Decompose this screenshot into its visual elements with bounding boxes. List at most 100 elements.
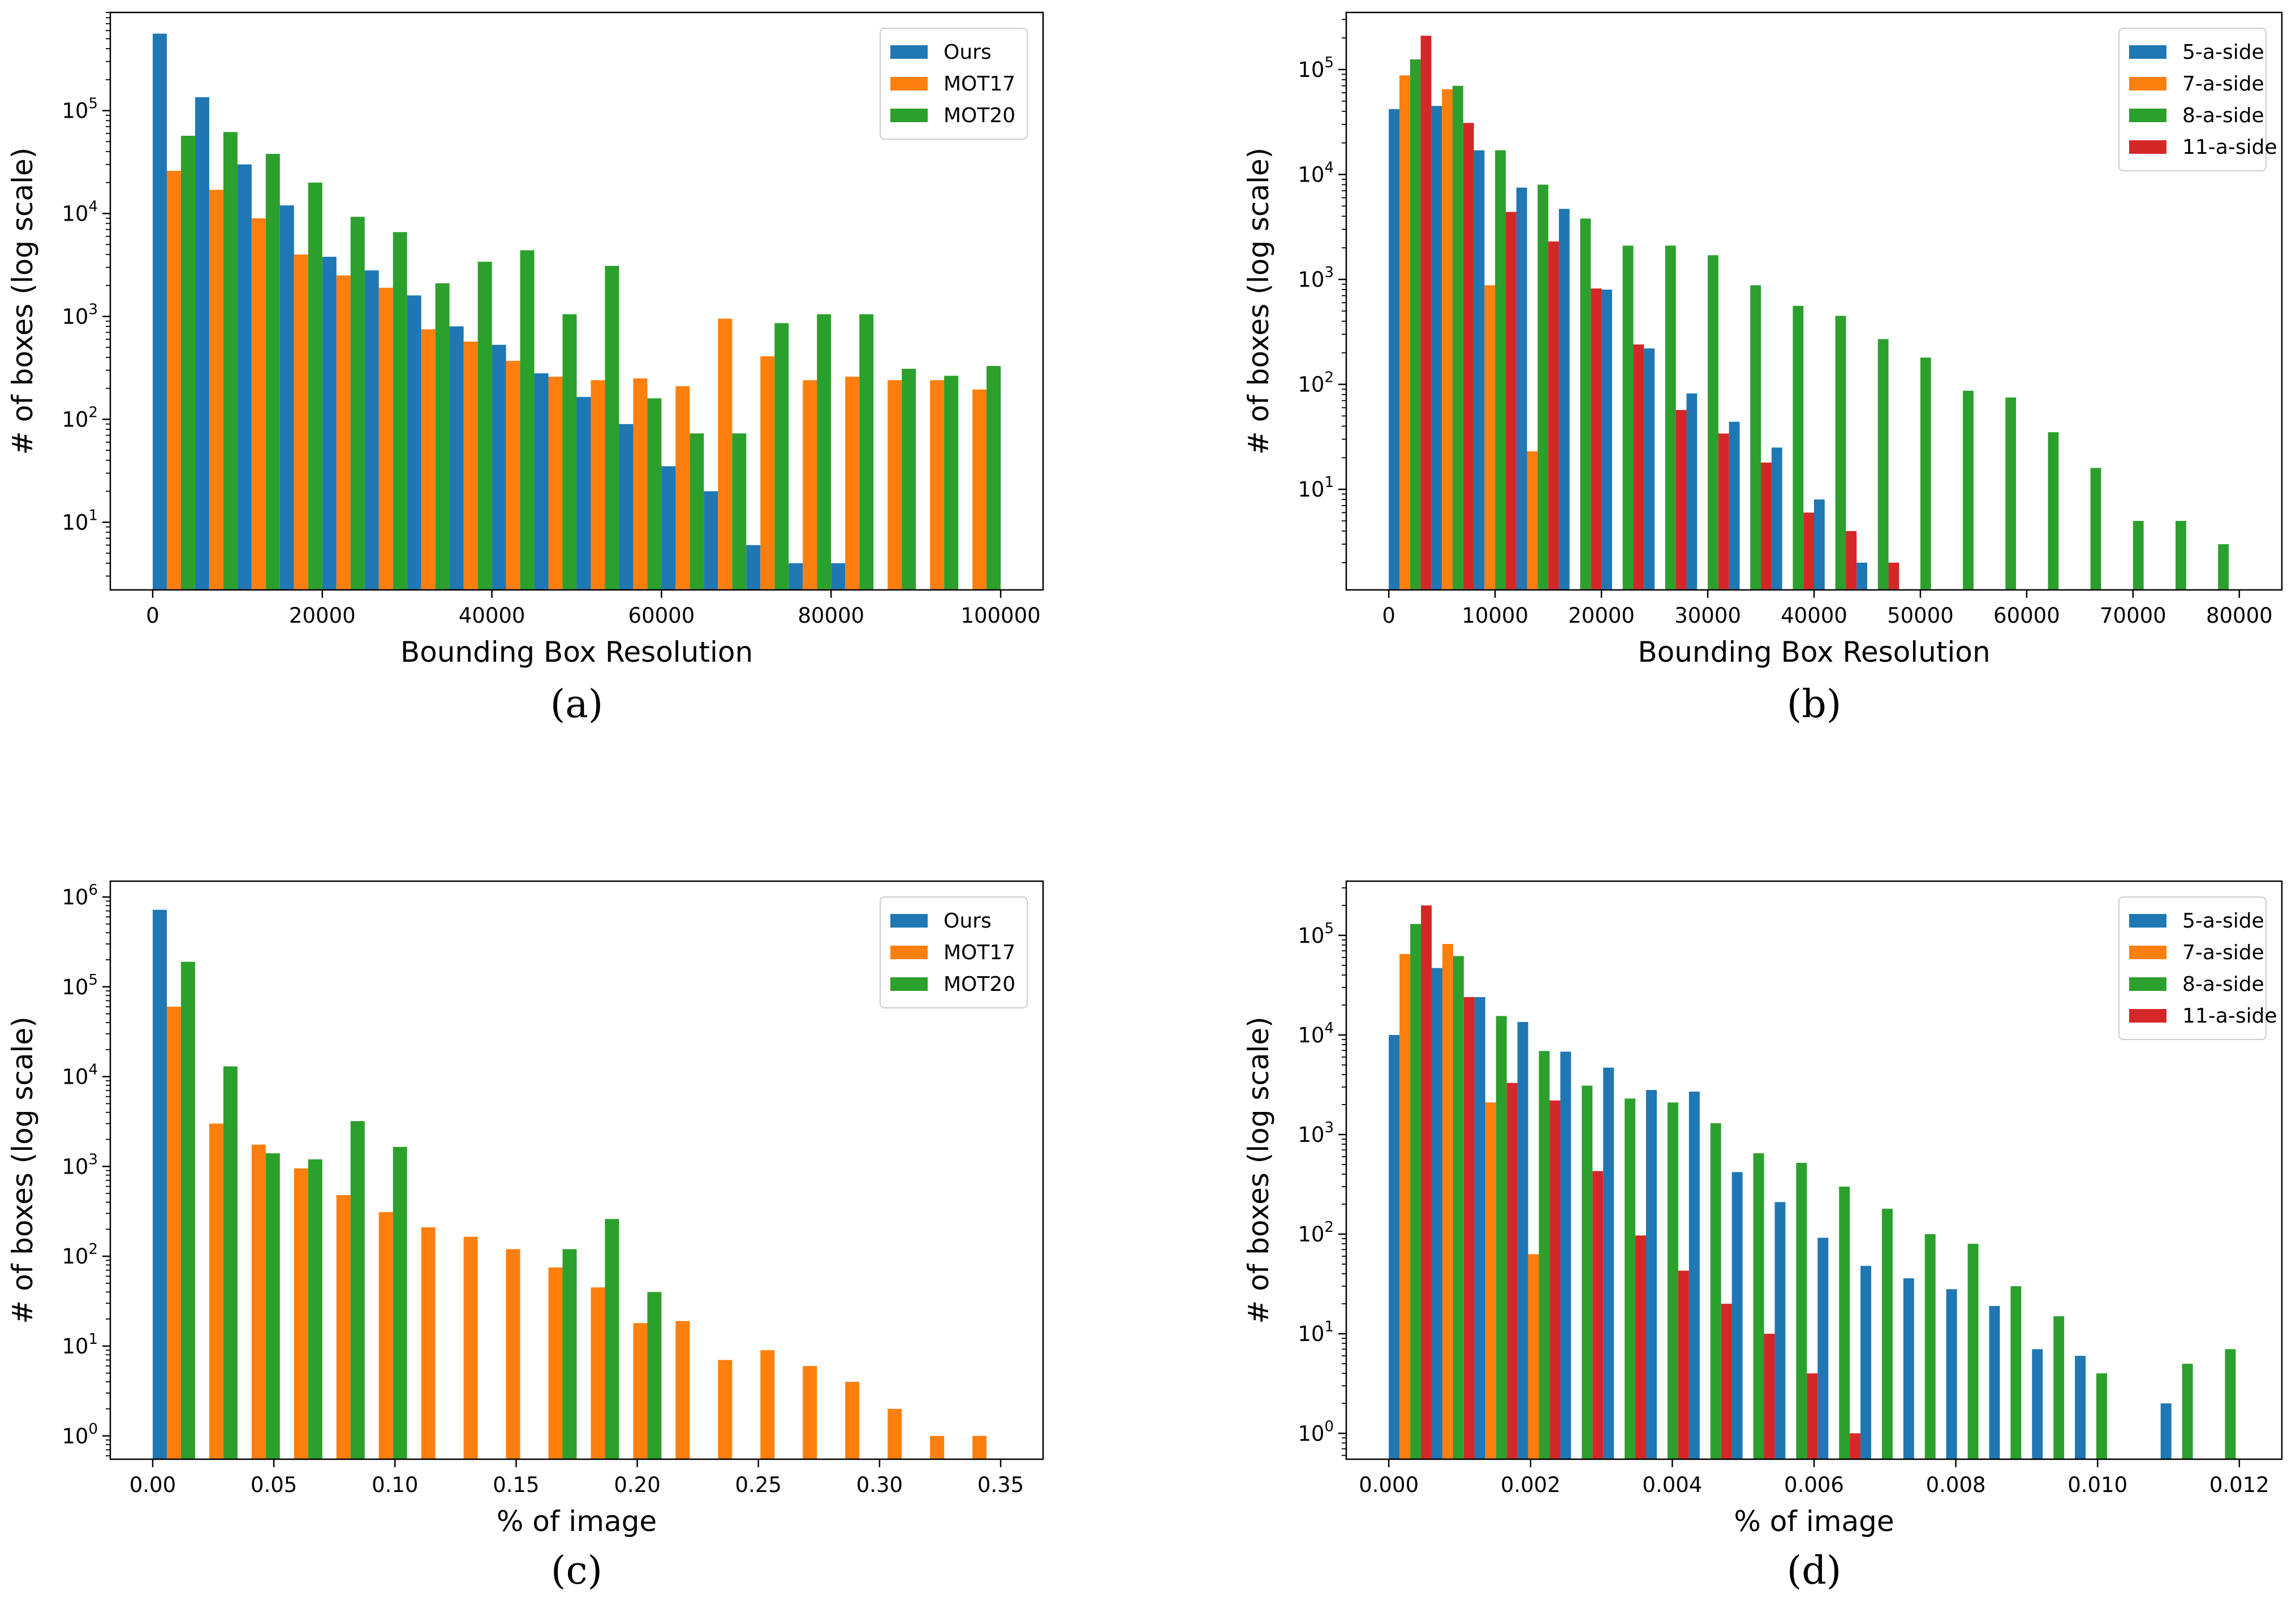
series-ours xyxy=(152,909,167,1459)
series-11-a-side xyxy=(1420,36,1899,590)
x-tick-label: 80000 xyxy=(2206,603,2273,628)
bar xyxy=(265,1153,280,1459)
legend-label: 7-a-side xyxy=(2182,941,2264,964)
bar xyxy=(463,1236,478,1459)
bar xyxy=(1835,316,1846,590)
legend-box xyxy=(2118,896,2267,1040)
legend-label: 11-a-side xyxy=(2182,136,2277,159)
bar xyxy=(435,283,450,590)
bar xyxy=(760,1350,775,1459)
x-tick-label: 0.30 xyxy=(856,1473,903,1497)
x-tick-label: 60000 xyxy=(628,603,695,628)
y-tick-label: 101 xyxy=(62,1331,98,1359)
y-tick-label: 105 xyxy=(1298,920,1334,948)
bar xyxy=(633,378,648,590)
bar xyxy=(378,1212,393,1459)
x-tick-label: 0 xyxy=(146,603,160,628)
series-5-a-side xyxy=(1389,968,2172,1459)
legend-label: MOT20 xyxy=(944,973,1015,996)
bar xyxy=(506,1249,520,1459)
bar xyxy=(534,373,549,590)
bar xyxy=(1718,433,1729,590)
x-tick-label: 40000 xyxy=(1781,603,1847,628)
series-8-a-side xyxy=(1410,59,2229,590)
bar xyxy=(1558,209,1570,590)
bar xyxy=(845,376,860,590)
series-mot20 xyxy=(180,132,1001,590)
bar xyxy=(1678,1270,1689,1459)
bar xyxy=(789,563,803,590)
x-axis-label: Bounding Box Resolution xyxy=(400,636,753,669)
y-tick-label: 104 xyxy=(1298,1020,1334,1047)
legend-swatch xyxy=(890,45,928,59)
panel-d: 0.000 0.002 0.004 0.006 0.008 0.010 0.012 100 10… xyxy=(1242,880,2283,1593)
bar xyxy=(152,909,167,1459)
bar xyxy=(859,314,874,590)
bar xyxy=(1771,447,1782,590)
bar xyxy=(1410,924,1421,1459)
bar xyxy=(209,189,223,590)
bar xyxy=(2182,1364,2193,1459)
bar xyxy=(336,1195,351,1459)
legend-label: MOT17 xyxy=(944,72,1015,96)
bar xyxy=(477,261,492,590)
bar xyxy=(2133,520,2144,590)
bar xyxy=(548,376,563,590)
bar xyxy=(888,1408,902,1459)
panel-c: 0.00 0.05 0.10 0.15 0.20 0.25 0.30 0.35 100 101 10… xyxy=(6,880,1044,1593)
bar xyxy=(1646,1090,1657,1459)
bar xyxy=(1877,339,1889,590)
y-tick-label: 105 xyxy=(62,972,98,999)
bar xyxy=(1601,290,1612,590)
bar xyxy=(364,270,379,590)
y-tick-label: 103 xyxy=(62,301,98,329)
legend-swatch xyxy=(2129,45,2166,59)
y-axis-label: # of boxes (log scale) xyxy=(1242,148,1275,455)
bar xyxy=(1846,531,1857,590)
bar xyxy=(591,380,605,590)
bar xyxy=(2160,1403,2172,1459)
bar xyxy=(336,275,351,590)
y-axis-label: # of boxes (log scale) xyxy=(1242,1016,1275,1323)
bar xyxy=(972,389,987,590)
bar xyxy=(1856,562,1867,590)
bar xyxy=(1989,1306,2000,1459)
bar xyxy=(1474,150,1485,590)
bar xyxy=(1495,150,1506,590)
y-tick-label: 102 xyxy=(1298,1219,1334,1247)
x-axis-label: % of image xyxy=(1734,1505,1894,1538)
bar xyxy=(1946,1289,1957,1459)
axes-frame xyxy=(109,11,1044,591)
bar xyxy=(407,295,421,590)
x-tick-label: 50000 xyxy=(1887,603,1954,628)
bar xyxy=(774,323,789,590)
bar xyxy=(1591,288,1602,590)
bar xyxy=(251,218,266,590)
bar xyxy=(1603,1067,1614,1459)
bar xyxy=(605,266,619,590)
legend-label: Ours xyxy=(944,909,992,933)
bar xyxy=(308,182,322,590)
bar xyxy=(831,563,846,590)
bar xyxy=(591,1287,605,1459)
x-tick-label: 0.00 xyxy=(130,1473,176,1497)
bar xyxy=(845,1382,860,1459)
bar xyxy=(675,1321,690,1459)
legend-label: 11-a-side xyxy=(2182,1004,2277,1028)
x-tick-label: 70000 xyxy=(2100,603,2166,628)
bar xyxy=(166,1006,181,1459)
y-tick-label: 100 xyxy=(1298,1418,1334,1446)
legend-swatch xyxy=(2129,946,2166,959)
y-tick-label: 104 xyxy=(62,1062,98,1089)
bar xyxy=(548,1267,563,1459)
bar xyxy=(237,164,252,590)
legend: Ours MOT17 MOT20 xyxy=(880,896,1028,1008)
legend: 5-a-side 7-a-side 8-a-side 11-a-side xyxy=(2118,896,2277,1040)
bar xyxy=(1421,905,1432,1459)
legend-swatch xyxy=(2129,914,2166,928)
bar xyxy=(1635,1235,1647,1459)
x-tick-label: 10000 xyxy=(1462,603,1528,628)
bar xyxy=(1731,1172,1743,1459)
y-tick-label: 103 xyxy=(1298,1119,1334,1147)
x-tick-label: 0.002 xyxy=(1501,1473,1561,1497)
